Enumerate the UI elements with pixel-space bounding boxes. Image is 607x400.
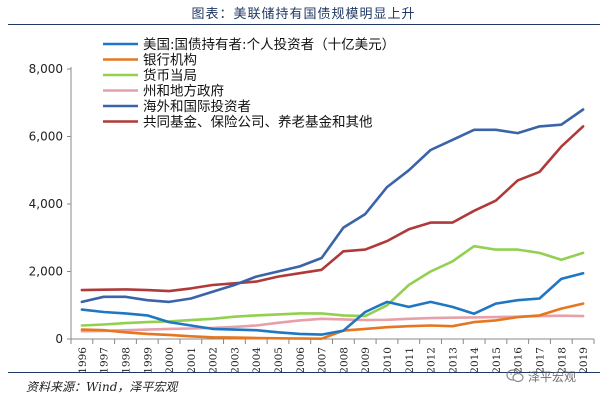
x-tick-label: 2001 xyxy=(186,347,198,374)
x-tick-label: 2004 xyxy=(251,347,263,374)
y-tick-label: 0 xyxy=(55,332,63,346)
x-tick-label: 2008 xyxy=(338,347,350,374)
series-line xyxy=(80,302,585,341)
x-tick-label: 1996 xyxy=(77,347,89,374)
legend-label: 货币当局 xyxy=(143,67,197,84)
y-tick-label: 6,000 xyxy=(29,130,63,144)
legend-label: 银行机构 xyxy=(143,53,197,69)
source-divider xyxy=(8,372,600,373)
source-note: 资料来源：Wind，泽平宏观 xyxy=(26,380,178,394)
legend-label: 海外和国际投资者 xyxy=(143,99,251,115)
x-tick-label: 2019 xyxy=(578,347,590,374)
x-tick-label: 2015 xyxy=(491,347,503,374)
x-tick-label: 2007 xyxy=(317,347,329,374)
y-tick-label: 4,000 xyxy=(29,197,63,211)
x-tick-label: 2018 xyxy=(556,347,568,374)
series-line xyxy=(80,244,585,327)
x-tick-label: 2014 xyxy=(469,347,481,374)
x-tick-label: 2017 xyxy=(535,347,547,374)
series-line xyxy=(80,271,585,336)
legend-label: 州和地方政府 xyxy=(143,84,224,100)
legend-label: 共同基金、保险公司、养老基金和其他 xyxy=(143,114,373,131)
x-tick-label: 2005 xyxy=(273,347,285,374)
title-divider xyxy=(8,24,600,25)
watermark-text: 泽平宏观 xyxy=(528,369,577,384)
x-tick-label: 2011 xyxy=(404,347,416,374)
x-tick-label: 1999 xyxy=(142,347,154,374)
x-tick-label: 2013 xyxy=(447,347,459,374)
x-tick-label: 1998 xyxy=(120,347,132,374)
chart-title: 图表：美联储持有国债规模明显上升 xyxy=(191,7,416,22)
series-line xyxy=(80,125,585,293)
x-tick-label: 2003 xyxy=(229,347,241,374)
x-tick-label: 2016 xyxy=(513,347,525,374)
y-tick-label: 2,000 xyxy=(29,265,63,279)
x-tick-label: 2006 xyxy=(295,347,307,374)
x-tick-label: 1997 xyxy=(99,347,111,374)
watermark: 泽平宏观 xyxy=(506,367,576,385)
legend-label: 美国:国债持有者:个人投资者（十亿美元） xyxy=(143,37,395,53)
series-line xyxy=(80,314,585,333)
y-tick-label: 8,000 xyxy=(29,62,63,76)
x-tick-label: 2002 xyxy=(208,347,220,374)
x-tick-label: 2000 xyxy=(164,347,176,374)
x-tick-label: 2012 xyxy=(426,347,438,374)
series-line xyxy=(80,108,585,304)
x-tick-label: 2009 xyxy=(360,347,372,374)
wechat-icon xyxy=(506,369,524,383)
x-tick-label: 2010 xyxy=(382,347,394,374)
